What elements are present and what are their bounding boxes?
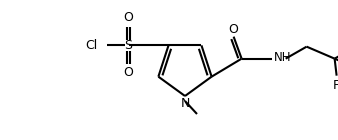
Text: S: S	[124, 39, 132, 52]
Text: Cl: Cl	[85, 39, 98, 52]
Text: NH: NH	[274, 51, 291, 64]
Text: N: N	[180, 97, 190, 110]
Text: O: O	[124, 66, 134, 79]
Text: F: F	[333, 79, 338, 92]
Text: O: O	[229, 23, 239, 36]
Text: O: O	[124, 11, 134, 24]
